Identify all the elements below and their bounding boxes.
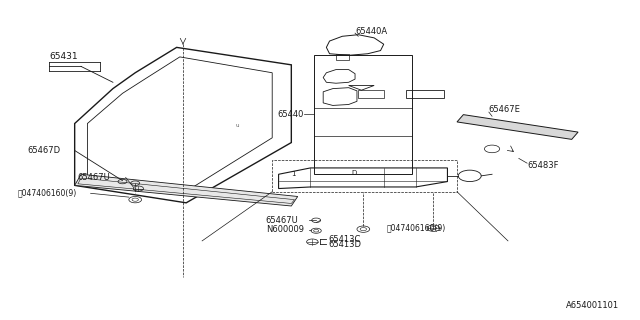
Text: 1: 1 [291,171,296,177]
Polygon shape [457,115,578,140]
Text: 65440: 65440 [278,109,304,118]
Text: 65483F: 65483F [527,161,559,170]
Text: 65467D: 65467D [27,146,60,155]
Text: 65467U: 65467U [266,216,299,225]
Text: u: u [236,123,239,128]
Text: ⓢ047406160(9): ⓢ047406160(9) [17,189,77,198]
Text: ⓢ047406160(9): ⓢ047406160(9) [387,224,446,233]
Text: 65413C: 65413C [328,235,361,244]
Text: N600009: N600009 [266,225,304,234]
Text: D: D [352,170,357,176]
Text: A654001101: A654001101 [566,301,620,310]
Polygon shape [75,174,298,206]
Text: 65467E: 65467E [489,105,521,114]
Text: 65431: 65431 [49,52,78,61]
Text: 65440A: 65440A [355,27,387,36]
Text: 65467U: 65467U [78,173,111,182]
Text: 65413D: 65413D [328,240,362,249]
